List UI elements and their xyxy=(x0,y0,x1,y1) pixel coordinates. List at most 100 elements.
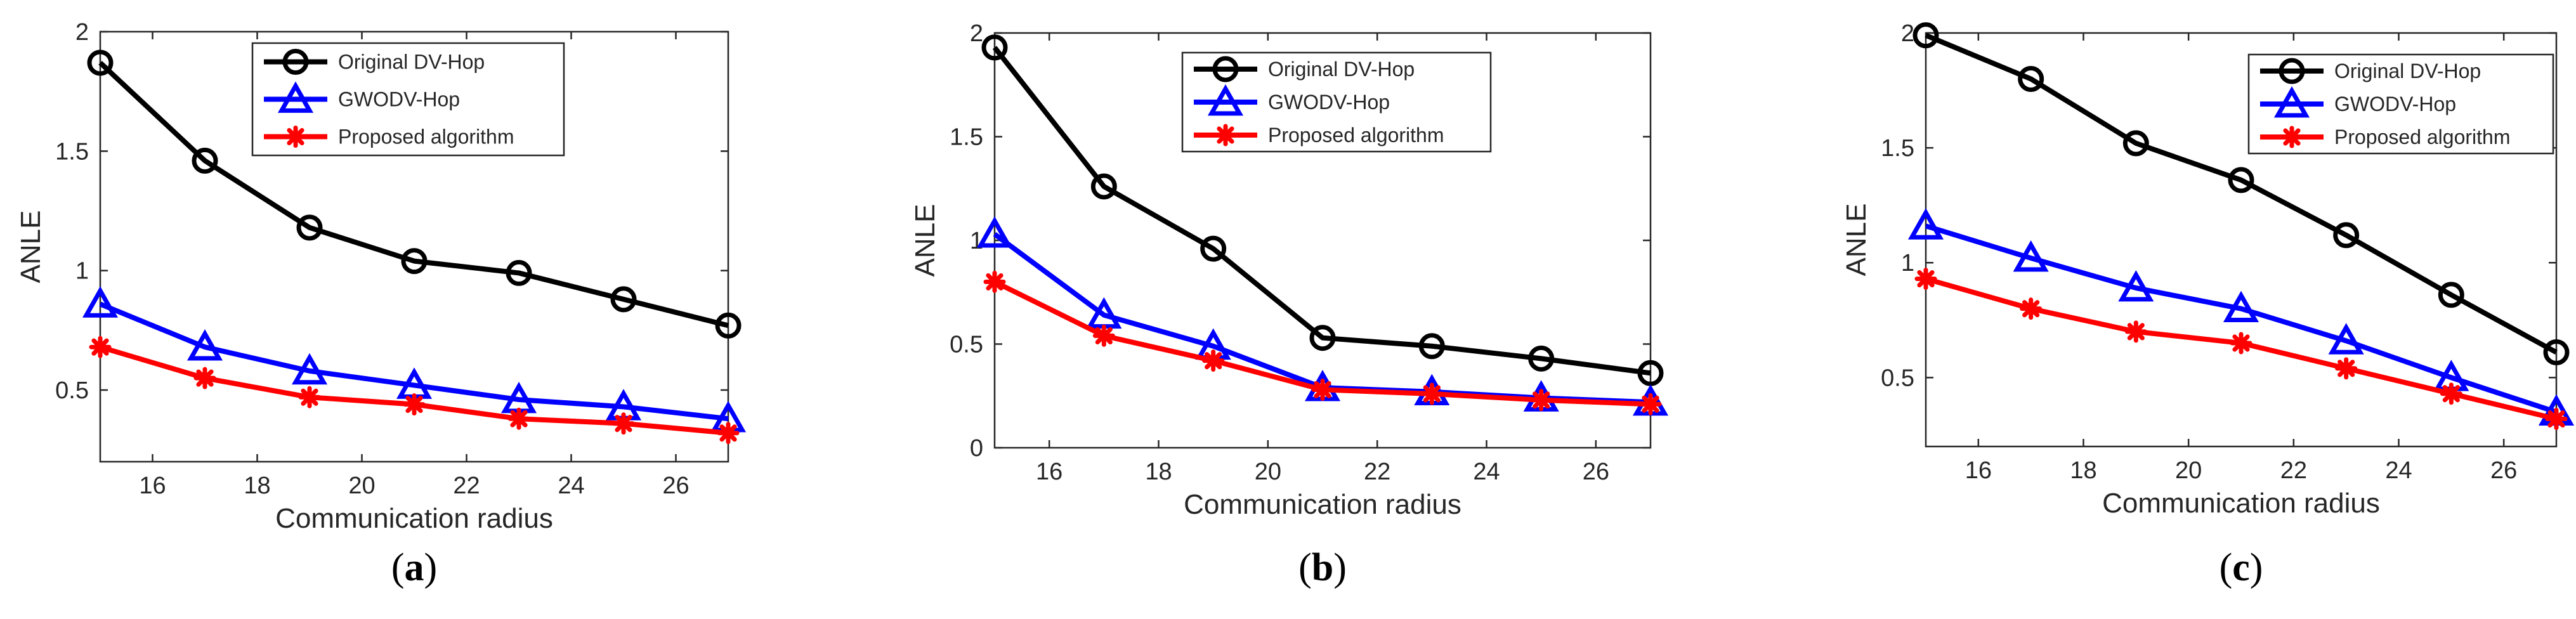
data-point-asterisk xyxy=(1311,378,1334,401)
x-tick-label: 18 xyxy=(244,472,270,499)
legend-marker-asterisk xyxy=(1214,124,1237,147)
data-point-circle xyxy=(1528,345,1555,372)
y-axis-label: ANLE xyxy=(910,204,941,277)
data-point-circle xyxy=(192,147,218,174)
data-point-asterisk xyxy=(2230,332,2252,355)
data-point-asterisk xyxy=(89,336,112,358)
data-point-circle xyxy=(87,49,114,76)
y-tick-label: 0.5 xyxy=(55,377,89,404)
y-tick-label: 1 xyxy=(1901,250,1914,277)
data-point-circle xyxy=(2122,130,2149,157)
x-axis-label: Communication radius xyxy=(1184,489,1461,520)
series-line-circle xyxy=(98,61,729,329)
legend-marker-circle xyxy=(282,49,309,75)
legend-marker-circle xyxy=(2279,58,2305,84)
y-tick-label: 1.5 xyxy=(55,138,89,165)
legend-label: GWODV-Hop xyxy=(338,88,460,111)
data-point-circle xyxy=(2333,222,2360,249)
data-point-asterisk xyxy=(612,412,635,435)
data-point-asterisk xyxy=(1202,349,1225,372)
legend-label: Proposed algorithm xyxy=(1268,124,1444,147)
data-point-asterisk xyxy=(1530,389,1553,412)
data-point-asterisk xyxy=(2440,382,2462,405)
x-tick-label: 22 xyxy=(1364,459,1390,485)
x-tick-label: 26 xyxy=(2490,457,2517,484)
data-point-triangle xyxy=(2118,270,2154,302)
figure-caption: (c) xyxy=(2220,546,2263,589)
data-point-asterisk xyxy=(403,393,426,416)
series-line-circle xyxy=(992,46,1651,376)
data-point-circle xyxy=(1418,333,1445,360)
data-point-asterisk xyxy=(507,407,530,430)
y-tick-label: 0.5 xyxy=(950,332,983,358)
y-tick-label: 1 xyxy=(75,258,89,285)
data-point-triangle xyxy=(82,286,119,318)
x-tick-label: 18 xyxy=(2070,457,2096,484)
data-point-asterisk xyxy=(2124,320,2147,343)
legend-marker-asterisk xyxy=(284,126,307,148)
x-tick-label: 20 xyxy=(348,472,375,499)
data-point-asterisk xyxy=(717,422,740,445)
data-point-asterisk xyxy=(983,270,1006,293)
x-tick-label: 24 xyxy=(2385,457,2412,484)
data-point-asterisk xyxy=(1420,382,1443,405)
data-point-circle xyxy=(1090,173,1117,200)
figure-caption: (b) xyxy=(1298,546,1347,589)
data-point-circle xyxy=(1309,325,1336,351)
chart-a: 16 18 20 22 24 26 0.5 1 1.5 2 Communication radius… xyxy=(15,19,747,589)
x-axis-label: Communication radius xyxy=(275,503,553,534)
legend-label: Original DV-Hop xyxy=(338,51,485,74)
x-tick-label: 26 xyxy=(1583,459,1609,485)
series-line-circle xyxy=(1925,32,2558,355)
y-tick-label: 1.5 xyxy=(950,124,983,151)
y-axis-label: ANLE xyxy=(1841,204,1872,277)
data-point-circle xyxy=(506,259,532,286)
data-point-triangle xyxy=(2223,290,2259,323)
data-point-circle xyxy=(610,286,637,313)
data-point-asterisk xyxy=(1092,324,1115,347)
data-point-asterisk xyxy=(2545,408,2568,431)
data-point-circle xyxy=(1912,22,1939,49)
x-tick-label: 24 xyxy=(1473,459,1500,485)
x-tick-label: 16 xyxy=(1036,459,1062,485)
data-point-triangle xyxy=(2013,240,2049,272)
x-axis-label: Communication radius xyxy=(2102,488,2380,519)
x-tick-label: 18 xyxy=(1145,459,1172,485)
legend-marker-triangle xyxy=(2273,86,2310,118)
x-tick-label: 20 xyxy=(1255,459,1281,485)
data-point-circle xyxy=(2438,282,2464,308)
y-tick-label: 2 xyxy=(970,20,983,47)
legend-label: Original DV-Hop xyxy=(1268,58,1415,81)
x-tick-label: 26 xyxy=(662,472,689,499)
data-point-circle xyxy=(715,312,742,339)
data-point-circle xyxy=(1200,235,1227,262)
y-tick-label: 0.5 xyxy=(1881,365,1914,391)
x-tick-label: 22 xyxy=(453,472,480,499)
data-point-circle xyxy=(2543,339,2570,365)
y-axis-label: ANLE xyxy=(15,211,46,283)
data-point-asterisk xyxy=(1914,268,1937,290)
data-point-asterisk xyxy=(193,367,216,389)
data-point-asterisk xyxy=(2335,357,2358,380)
data-point-triangle xyxy=(291,353,328,385)
y-tick-label: 0 xyxy=(970,435,983,462)
legend-label: Proposed algorithm xyxy=(2334,126,2510,148)
legend-marker-triangle xyxy=(1207,84,1244,116)
data-point-asterisk xyxy=(2020,297,2043,320)
legend-label: GWODV-Hop xyxy=(2334,93,2456,115)
series-line-triangle xyxy=(1925,223,2558,415)
data-point-asterisk xyxy=(298,386,321,408)
y-tick-label: 1.5 xyxy=(1881,135,1914,162)
x-tick-label: 24 xyxy=(558,472,584,499)
figure-caption: (a) xyxy=(391,546,437,589)
data-point-asterisk xyxy=(1639,393,1662,415)
legend-marker-circle xyxy=(1212,56,1239,82)
legend-label: Original DV-Hop xyxy=(2334,60,2481,82)
y-tick-label: 2 xyxy=(75,19,89,46)
x-tick-label: 16 xyxy=(139,472,166,499)
data-point-triangle xyxy=(1907,208,1944,240)
x-tick-label: 22 xyxy=(2280,457,2307,484)
data-point-circle xyxy=(2018,65,2044,92)
